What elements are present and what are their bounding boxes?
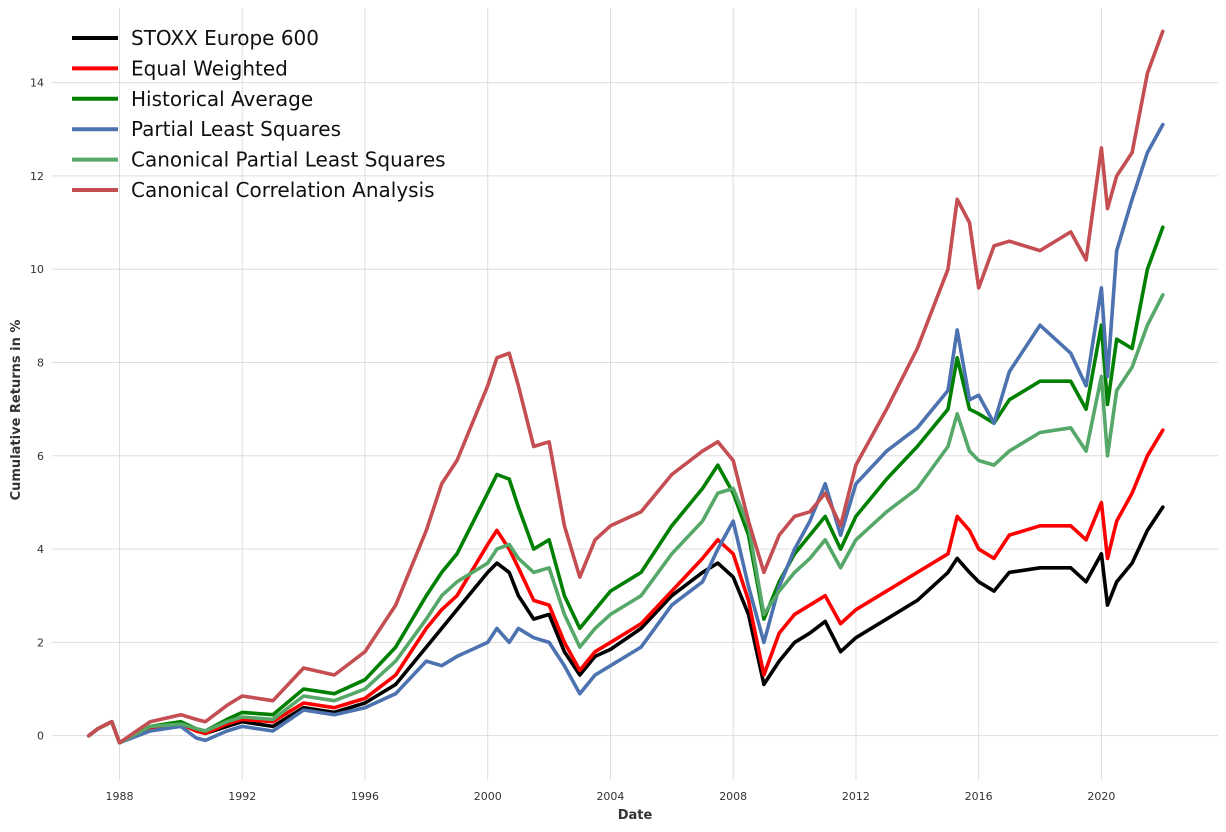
x-tick-label: 2008 — [719, 790, 747, 803]
y-tick-label: 8 — [37, 357, 44, 370]
legend-label-1: Equal Weighted — [131, 56, 288, 80]
legend-label-0: STOXX Europe 600 — [131, 26, 319, 50]
x-tick-label: 2000 — [474, 790, 502, 803]
x-tick-label: 2016 — [965, 790, 993, 803]
x-tick-label: 2012 — [842, 790, 870, 803]
x-tick-label: 2020 — [1087, 790, 1115, 803]
legend-label-5: Canonical Correlation Analysis — [131, 178, 435, 202]
y-tick-label: 2 — [37, 636, 44, 649]
series-line-5 — [87, 29, 1165, 745]
x-tick-label: 1992 — [228, 790, 256, 803]
x-axis-ticks: 1988 1992 1996 2000 2004 2008 2012 2016 2020 — [106, 790, 1116, 803]
x-tick-label: 2004 — [596, 790, 624, 803]
legend-label-3: Partial Least Squares — [131, 117, 341, 141]
y-axis-title: Cumulative Returns in % — [9, 320, 24, 501]
y-axis-ticks: 0 2 4 6 8 10 12 14 — [30, 77, 44, 743]
x-tick-label: 1996 — [351, 790, 379, 803]
series-lines — [87, 29, 1165, 745]
legend-label-2: Historical Average — [131, 87, 313, 111]
series-line-1 — [87, 428, 1165, 745]
y-tick-label: 14 — [30, 77, 44, 90]
legend: STOXX Europe 600 Equal Weighted Historical… — [72, 26, 446, 202]
series-line-3 — [87, 122, 1165, 745]
y-tick-label: 10 — [30, 263, 44, 276]
series-line-4 — [87, 293, 1165, 745]
x-tick-label: 1988 — [106, 790, 134, 803]
x-axis-title: Date — [618, 808, 653, 823]
y-tick-label: 12 — [30, 170, 44, 183]
y-tick-label: 6 — [37, 450, 44, 463]
y-tick-label: 4 — [37, 543, 44, 556]
legend-label-4: Canonical Partial Least Squares — [131, 148, 446, 172]
series-line-2 — [87, 225, 1165, 745]
y-tick-label: 0 — [37, 730, 44, 743]
series-line-0 — [87, 505, 1165, 745]
